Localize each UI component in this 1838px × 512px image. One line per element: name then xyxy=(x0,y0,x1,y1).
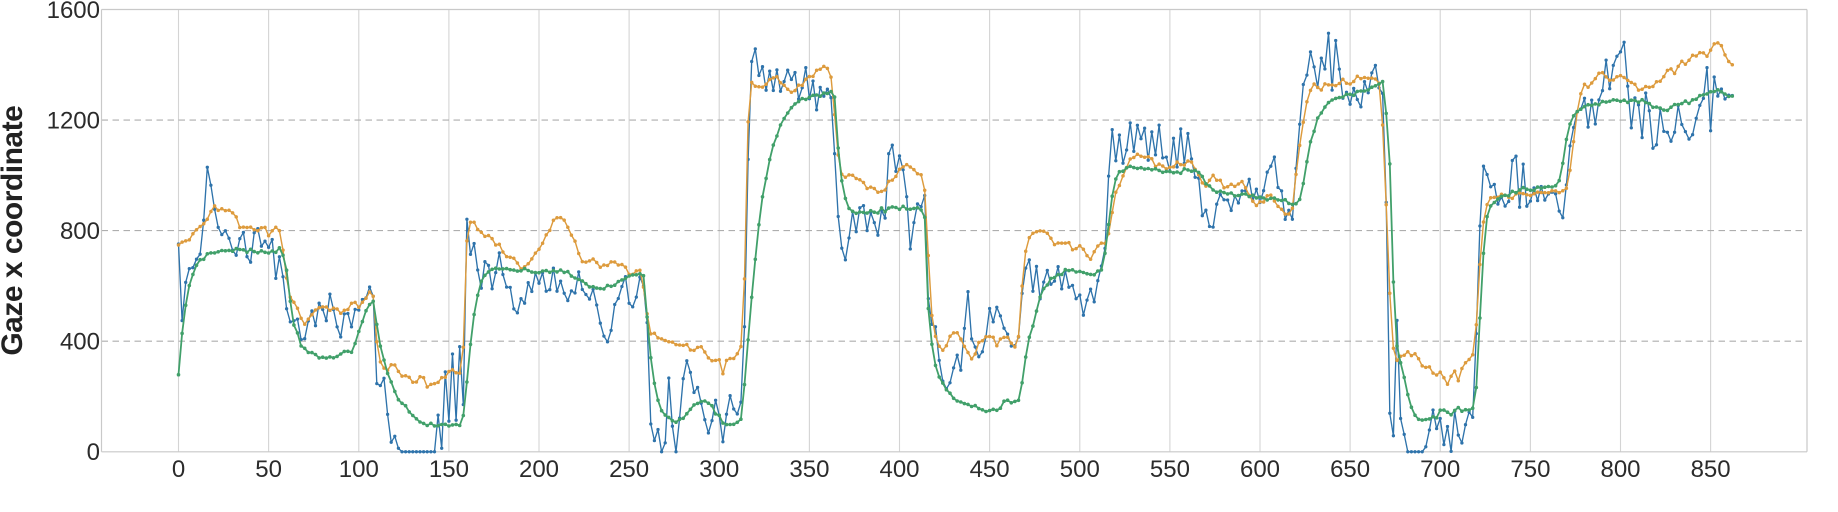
svg-text:250: 250 xyxy=(609,456,649,483)
svg-text:50: 50 xyxy=(255,456,282,483)
svg-text:600: 600 xyxy=(1240,456,1280,483)
svg-text:500: 500 xyxy=(1060,456,1100,483)
svg-text:850: 850 xyxy=(1691,456,1731,483)
svg-text:750: 750 xyxy=(1510,456,1550,483)
svg-text:1200: 1200 xyxy=(47,107,100,134)
svg-text:400: 400 xyxy=(60,329,100,356)
svg-text:400: 400 xyxy=(879,456,919,483)
svg-text:0: 0 xyxy=(172,456,185,483)
svg-text:Gaze x coordinate: Gaze x coordinate xyxy=(0,106,29,356)
svg-text:100: 100 xyxy=(339,456,379,483)
svg-text:350: 350 xyxy=(789,456,829,483)
svg-text:300: 300 xyxy=(699,456,739,483)
svg-text:800: 800 xyxy=(60,218,100,245)
svg-text:550: 550 xyxy=(1150,456,1190,483)
svg-text:450: 450 xyxy=(970,456,1010,483)
svg-text:700: 700 xyxy=(1420,456,1460,483)
svg-text:1600: 1600 xyxy=(47,0,100,24)
svg-text:800: 800 xyxy=(1600,456,1640,483)
svg-text:200: 200 xyxy=(519,456,559,483)
svg-text:150: 150 xyxy=(429,456,469,483)
svg-text:650: 650 xyxy=(1330,456,1370,483)
svg-text:0: 0 xyxy=(87,439,100,466)
